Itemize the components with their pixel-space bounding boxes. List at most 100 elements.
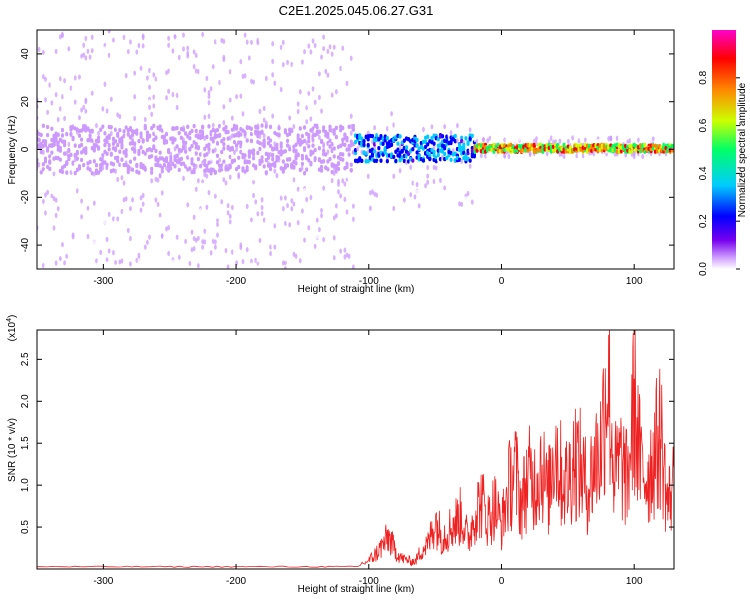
- spectrogram-cell: [41, 149, 45, 155]
- spectrogram-x-tick-label: -200: [226, 276, 246, 287]
- spectrogram-cell: [345, 213, 349, 219]
- spectrogram-cell: [241, 111, 245, 117]
- spectrogram-cell: [150, 88, 154, 95]
- spectrogram-cell: [339, 248, 343, 254]
- spectrogram-cell: [216, 221, 219, 228]
- spectrogram-cell: [96, 139, 101, 144]
- spectrogram-cell: [247, 105, 251, 112]
- spectrogram-cell: [439, 196, 442, 202]
- spectrogram-cell: [271, 156, 275, 162]
- spectrogram-cell: [571, 135, 575, 141]
- spectrogram-cell: [377, 145, 381, 151]
- spectrogram-cell: [50, 193, 54, 199]
- spectrogram-cell: [101, 106, 105, 112]
- spectrogram-cell: [245, 60, 249, 67]
- spectrogram-cell: [186, 162, 190, 168]
- spectrogram-cell: [126, 227, 130, 234]
- spectrogram-cell: [245, 138, 249, 143]
- spectrogram-cell: [118, 128, 122, 133]
- spectrogram-cell: [94, 143, 99, 148]
- spectrogram-cell: [65, 200, 69, 206]
- spectrogram-cell: [292, 94, 296, 100]
- spectrogram-cell: [322, 34, 326, 40]
- spectrogram-cell: [492, 149, 496, 154]
- spectrogram-cell: [112, 42, 115, 48]
- snr-x-tick-label: -300: [93, 576, 113, 587]
- spectrogram-cell: [139, 174, 143, 180]
- spectrogram-cell: [558, 138, 562, 144]
- spectrogram-cell: [198, 163, 203, 169]
- spectrogram-cell: [156, 138, 160, 144]
- spectrogram-cell: [165, 196, 168, 202]
- spectrogram-y-tick-label: 0: [20, 146, 31, 152]
- spectrogram-cell: [205, 152, 209, 157]
- spectrogram-cell: [356, 124, 360, 130]
- spectrogram-cell: [288, 147, 292, 152]
- spectrogram-cell: [251, 152, 256, 157]
- spectrogram-cell: [385, 194, 389, 201]
- spectrogram-cell: [230, 133, 234, 139]
- spectrogram-cell: [269, 244, 272, 250]
- spectrogram-cell: [58, 210, 62, 216]
- spectrogram-cell: [475, 138, 479, 144]
- spectrogram-cell: [135, 257, 139, 263]
- spectrogram-cell: [339, 102, 343, 108]
- spectrogram-cell: [273, 104, 277, 111]
- spectrogram-cell: [556, 142, 560, 148]
- spectrogram-cell: [48, 243, 52, 249]
- spectrogram-cell: [330, 92, 334, 98]
- spectrogram-cell: [507, 153, 511, 160]
- spectrogram-cell: [211, 68, 215, 74]
- spectrogram-cell: [330, 56, 334, 62]
- spectrogram-cell: [241, 66, 245, 72]
- spectrogram-cell: [509, 138, 513, 145]
- spectrogram-cell: [432, 164, 436, 170]
- spectrogram-cell: [58, 157, 62, 162]
- spectrogram-cell: [73, 75, 77, 81]
- spectrogram-cell: [362, 142, 366, 148]
- spectrogram-cell: [417, 153, 421, 159]
- spectrogram-cell: [67, 141, 71, 147]
- spectrogram-cell: [37, 228, 41, 234]
- spectrogram-cell: [375, 158, 379, 164]
- spectrogram-cell: [343, 230, 347, 236]
- spectrogram-cell: [194, 151, 198, 156]
- spectrogram-cell: [116, 45, 120, 51]
- spectrogram-cell: [233, 55, 236, 61]
- spectrogram-cell: [95, 241, 98, 247]
- spectrogram-cell: [634, 135, 638, 142]
- spectrogram-cell: [322, 148, 326, 153]
- spectrogram-cell: [109, 40, 113, 47]
- spectrogram-cell: [309, 194, 313, 201]
- spectrogram-cell: [607, 140, 611, 146]
- spectrogram-cell: [237, 155, 241, 160]
- spectrogram-cell: [120, 258, 124, 264]
- spectrogram-cell: [388, 200, 391, 206]
- spectrogram-cell: [126, 104, 130, 111]
- spectrogram-cell: [80, 53, 83, 59]
- spectrogram-cell: [288, 222, 292, 228]
- spectrogram-cell: [211, 188, 215, 194]
- spectrogram-cell: [292, 251, 296, 257]
- spectrogram-cell: [288, 115, 292, 121]
- spectrogram-cell: [82, 201, 86, 207]
- spectrogram-cell: [228, 174, 232, 180]
- spectrogram-cell: [139, 115, 143, 121]
- spectrogram-cell: [292, 201, 296, 207]
- spectrogram-cell: [82, 187, 86, 193]
- spectrogram-cell: [84, 99, 88, 105]
- spectrogram-cell: [207, 113, 211, 119]
- spectrogram-cell: [313, 42, 317, 49]
- spectrogram-cell: [620, 153, 623, 159]
- spectrogram-cell: [78, 223, 81, 229]
- spectrogram-cell: [368, 205, 372, 211]
- spectrogram-cell: [464, 136, 468, 141]
- spectrogram-cell: [169, 76, 173, 82]
- spectrogram-cell: [126, 131, 130, 137]
- spectrogram-cell: [345, 209, 349, 215]
- spectrogram-cell: [71, 226, 75, 232]
- spectrogram-cell: [307, 158, 311, 163]
- spectrogram-cell: [65, 64, 69, 70]
- spectrogram-cell: [252, 95, 255, 101]
- spectrogram-cell: [451, 190, 455, 196]
